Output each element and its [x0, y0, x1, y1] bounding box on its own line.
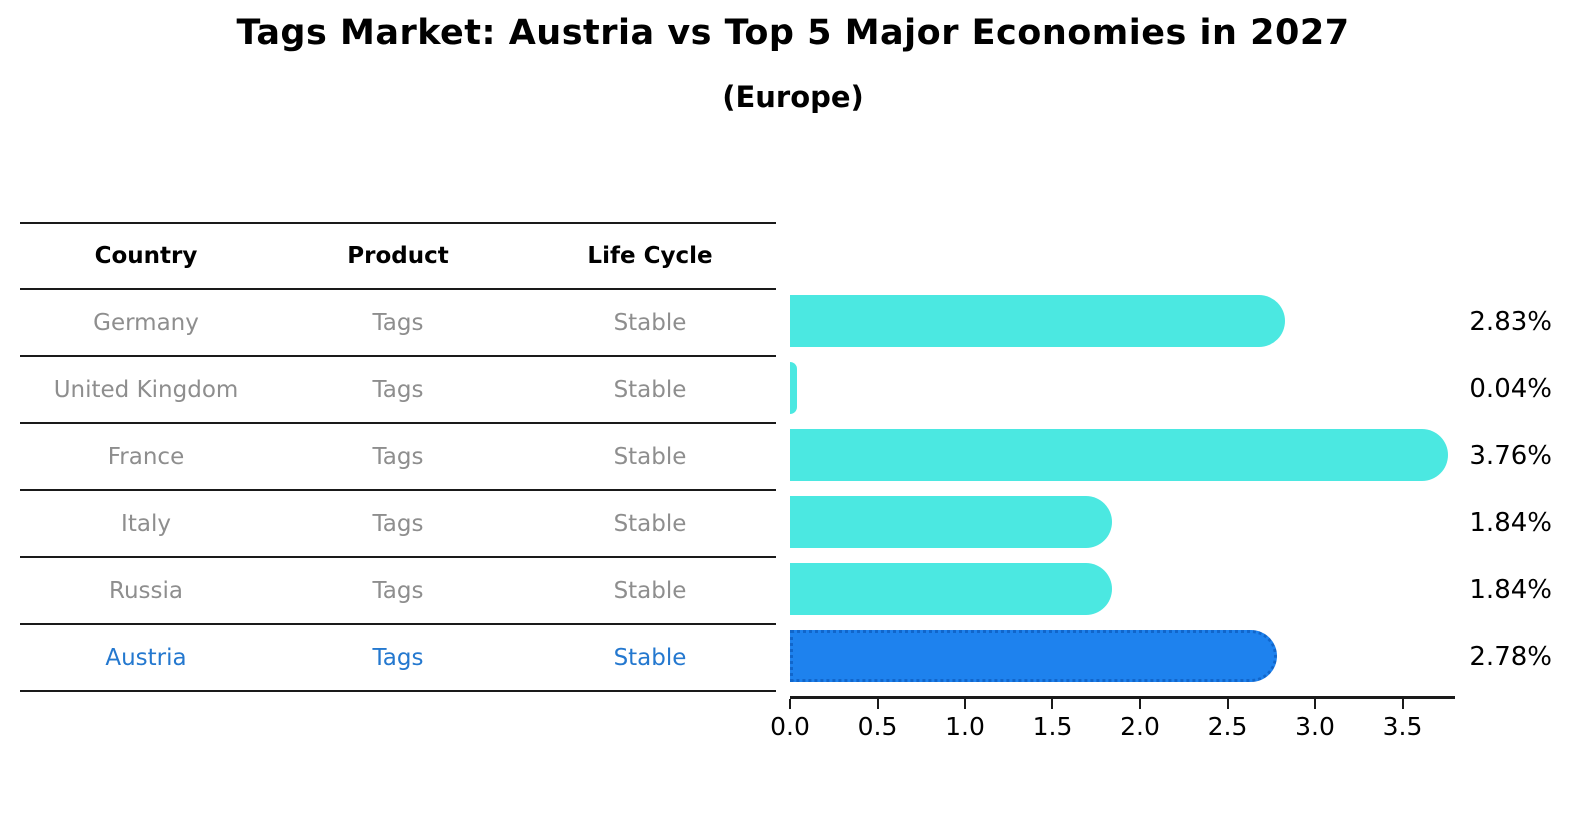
country-cell: Austria	[105, 644, 187, 671]
x-tick-label: 0.5	[857, 712, 898, 741]
bar-row-france	[790, 422, 1455, 489]
x-tick-mark	[1139, 699, 1141, 709]
value-label-austria: 2.78%	[1469, 641, 1552, 672]
table-row-france: France Tags Stable	[20, 424, 776, 491]
x-tick-label: 1.5	[1032, 712, 1073, 741]
x-axis: 0.0 0.5 1.0 1.5 2.0 2.5 3.0 3.5	[770, 696, 1455, 746]
x-tick-mark	[789, 699, 791, 709]
x-axis-line	[790, 696, 1455, 699]
table-row-austria: Austria Tags Stable	[20, 625, 776, 692]
chart-subtitle: (Europe)	[722, 80, 864, 114]
value-label-france: 3.76%	[1469, 440, 1552, 471]
life-cycle-cell: Stable	[613, 644, 687, 671]
x-tick-mark	[964, 699, 966, 709]
life-cycle-cell: Stable	[613, 443, 687, 470]
column-header-product: Product	[347, 243, 449, 269]
table-row-russia: Russia Tags Stable	[20, 558, 776, 625]
x-tick-label: 2.5	[1207, 712, 1248, 741]
life-cycle-cell: Stable	[613, 376, 687, 403]
bar-united-kingdom	[790, 362, 797, 414]
bar-italy	[790, 496, 1112, 548]
x-tick-label: 0.0	[770, 712, 810, 741]
x-tick-mark	[876, 699, 879, 709]
x-tick-label: 1.0	[945, 712, 985, 741]
product-cell: Tags	[372, 577, 424, 604]
bar-germany	[790, 295, 1286, 347]
product-cell: Tags	[372, 309, 424, 336]
table-row-united-kingdom: United Kingdom Tags Stable	[20, 357, 776, 424]
x-tick-mark	[1401, 699, 1404, 709]
bar-russia	[790, 563, 1112, 615]
x-tick-label: 3.5	[1382, 712, 1423, 741]
bar-row-germany	[790, 288, 1455, 355]
country-cell: France	[107, 443, 185, 470]
x-tick-mark	[1051, 699, 1054, 709]
value-label-germany: 2.83%	[1469, 306, 1552, 337]
product-cell: Tags	[372, 644, 424, 671]
x-tick-label: 3.0	[1295, 712, 1335, 741]
chart-title: Tags Market: Austria vs Top 5 Major Econ…	[236, 13, 1350, 53]
country-cell: Italy	[121, 510, 171, 537]
product-cell: Tags	[372, 510, 424, 537]
life-cycle-cell: Stable	[613, 510, 687, 537]
product-cell: Tags	[372, 376, 424, 403]
table-header-row: Country Product Life Cycle	[20, 224, 776, 290]
bar-france	[790, 429, 1448, 481]
table-row-germany: Germany Tags Stable	[20, 290, 776, 357]
value-label-italy: 1.84%	[1469, 507, 1552, 538]
bar-austria	[790, 630, 1277, 682]
country-cell: Germany	[93, 309, 199, 336]
table-row-italy: Italy Tags Stable	[20, 491, 776, 558]
life-cycle-cell: Stable	[613, 577, 687, 604]
product-cell: Tags	[372, 443, 424, 470]
country-cell: Russia	[109, 577, 183, 604]
country-table: Country Product Life Cycle Germany Tags …	[20, 222, 776, 692]
bar-row-united-kingdom	[790, 355, 1455, 422]
value-label-russia: 1.84%	[1469, 574, 1552, 605]
country-cell: United Kingdom	[53, 376, 239, 403]
x-tick-mark	[1226, 699, 1229, 709]
bar-row-austria	[790, 623, 1455, 690]
value-labels: 2.83% 0.04% 3.76% 1.84% 1.84% 2.78%	[1456, 288, 1552, 690]
bar-row-italy	[790, 489, 1455, 556]
life-cycle-cell: Stable	[613, 309, 687, 336]
value-label-united-kingdom: 0.04%	[1469, 373, 1552, 404]
column-header-country: Country	[94, 243, 198, 269]
bar-row-russia	[790, 556, 1455, 623]
x-tick-mark	[1313, 699, 1316, 709]
column-header-life-cycle: Life Cycle	[587, 243, 713, 269]
x-tick-label: 2.0	[1120, 712, 1160, 741]
bar-plot	[790, 288, 1455, 690]
